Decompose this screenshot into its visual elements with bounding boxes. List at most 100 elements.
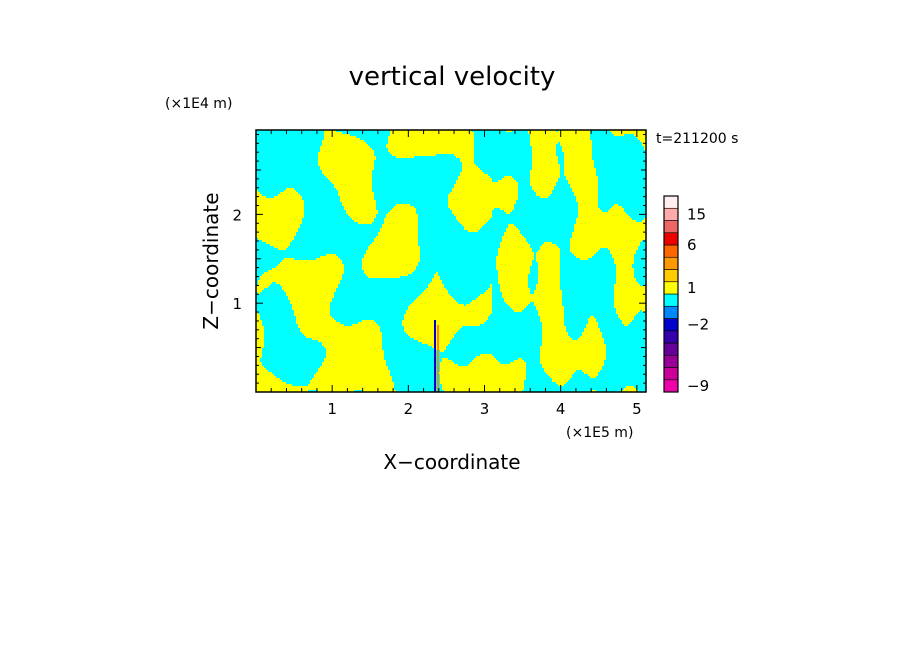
updraft-region xyxy=(256,220,302,222)
updraft-region xyxy=(256,382,286,384)
updraft-region xyxy=(350,216,376,218)
updraft-region xyxy=(334,186,372,188)
colorbar-label: 15 xyxy=(687,205,706,223)
updraft-region xyxy=(326,176,372,178)
updraft-region xyxy=(448,206,514,208)
updraft-region xyxy=(322,140,364,142)
updraft-region xyxy=(514,310,522,312)
updraft-region xyxy=(500,246,530,248)
updraft-region xyxy=(256,360,260,362)
updraft-region xyxy=(258,284,270,286)
updraft-region xyxy=(496,264,532,266)
updraft-region xyxy=(614,286,646,288)
updraft-region xyxy=(574,226,646,228)
updraft-region xyxy=(540,346,606,348)
updraft-region xyxy=(428,286,444,288)
updraft-region xyxy=(542,322,564,324)
colorbar: −9 −2 1 6 15 xyxy=(663,195,709,395)
updraft-region xyxy=(324,134,350,136)
updraft-region xyxy=(576,200,598,202)
updraft-region xyxy=(278,248,286,250)
updraft-region xyxy=(442,384,524,386)
colorbar-segment xyxy=(663,220,679,234)
updraft-region xyxy=(256,390,308,392)
updraft-region xyxy=(396,204,410,206)
updraft-region xyxy=(576,256,592,258)
updraft-region xyxy=(530,178,558,180)
updraft-region xyxy=(454,184,518,186)
updraft-region xyxy=(266,242,290,244)
updraft-region xyxy=(506,230,520,232)
updraft-region xyxy=(292,308,330,310)
updraft-region xyxy=(448,198,518,200)
updraft-region xyxy=(388,142,474,144)
updraft-region xyxy=(532,148,556,150)
updraft-region xyxy=(540,316,564,318)
updraft-region xyxy=(642,144,646,146)
updraft-region xyxy=(570,248,600,250)
updraft-region xyxy=(464,226,482,228)
updraft-region xyxy=(540,350,606,352)
updraft-region xyxy=(532,188,554,190)
updraft-region xyxy=(614,258,634,260)
updraft-region xyxy=(474,358,496,360)
updraft-region xyxy=(538,264,560,266)
updraft-region xyxy=(256,204,304,206)
updraft-region xyxy=(536,192,552,194)
updraft-region xyxy=(540,196,548,198)
updraft-region xyxy=(466,304,492,306)
updraft-region xyxy=(570,250,598,252)
updraft-region xyxy=(582,334,602,336)
updraft-region xyxy=(616,282,638,284)
updraft-region xyxy=(616,280,636,282)
updraft-region xyxy=(574,230,646,232)
updraft-region xyxy=(530,142,558,144)
updraft-region xyxy=(614,304,646,306)
x-axis-label: X−coordinate xyxy=(383,450,520,474)
updraft-region xyxy=(320,166,374,168)
updraft-region xyxy=(342,204,376,206)
updraft-region xyxy=(290,300,332,302)
colorbar-segment xyxy=(663,379,679,393)
updraft-region xyxy=(256,370,268,372)
updraft-region xyxy=(312,378,392,380)
updraft-region xyxy=(472,360,498,362)
y-tick-label: 2 xyxy=(232,206,242,224)
colorbar-segment xyxy=(663,293,679,307)
updraft-region xyxy=(408,306,492,308)
updraft-region xyxy=(540,352,606,354)
updraft-region xyxy=(540,358,606,360)
updraft-region xyxy=(532,154,556,156)
updraft-region xyxy=(578,214,628,216)
colorbar-segment xyxy=(663,367,679,381)
updraft-region xyxy=(468,230,478,232)
updraft-region xyxy=(284,290,336,292)
updraft-region xyxy=(402,324,480,326)
updraft-region xyxy=(382,224,418,226)
updraft-region xyxy=(504,300,562,302)
updraft-region xyxy=(614,134,624,136)
colorbar-frame xyxy=(663,195,679,393)
updraft-region xyxy=(540,354,606,356)
updraft-region xyxy=(256,378,280,380)
updraft-region xyxy=(504,210,512,212)
updraft-region xyxy=(342,202,376,204)
updraft-region xyxy=(362,258,420,260)
updraft-region xyxy=(498,274,528,276)
updraft-region xyxy=(498,180,516,182)
updraft-region xyxy=(572,232,646,234)
updraft-region xyxy=(316,258,340,260)
updraft-region xyxy=(324,360,386,362)
updraft-region xyxy=(380,228,418,230)
updraft-region xyxy=(424,290,448,292)
updraft-region xyxy=(562,148,592,150)
updraft-region xyxy=(530,184,556,186)
updraft-region xyxy=(406,312,492,314)
updraft-region xyxy=(324,358,384,360)
updraft-region xyxy=(572,234,646,236)
updraft-region xyxy=(608,210,624,212)
updraft-region xyxy=(544,368,602,370)
updraft-region xyxy=(324,174,372,176)
updraft-region xyxy=(572,236,646,238)
updraft-region xyxy=(534,190,552,192)
